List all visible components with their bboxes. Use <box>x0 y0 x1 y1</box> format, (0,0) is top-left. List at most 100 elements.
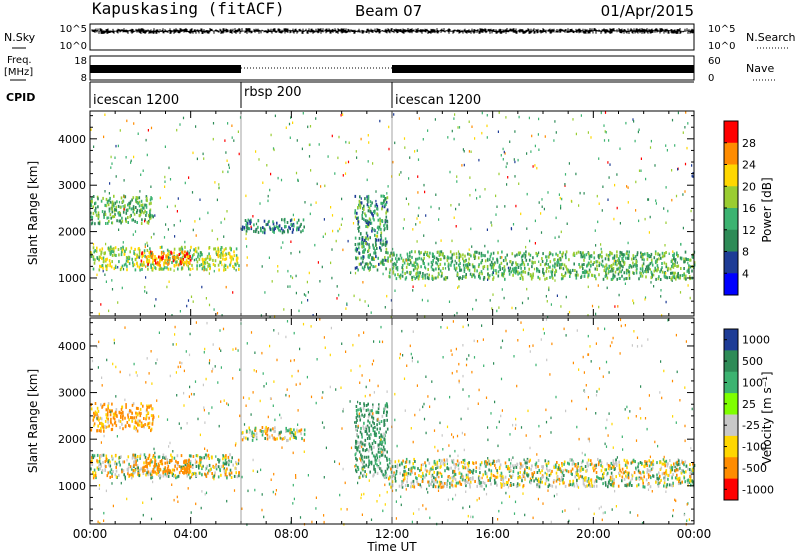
data-cell <box>141 206 144 210</box>
data-cell <box>663 481 666 485</box>
data-cell <box>361 454 363 458</box>
data-cell <box>446 485 448 488</box>
data-cell-sparse <box>506 183 508 186</box>
data-cell <box>593 469 595 473</box>
data-cell <box>283 230 286 234</box>
data-cell-sparse <box>268 256 270 259</box>
data-cell-sparse <box>202 152 204 156</box>
data-cell-sparse <box>471 125 473 128</box>
data-cell <box>107 404 109 408</box>
data-cell <box>355 257 358 261</box>
data-cell <box>446 258 449 262</box>
data-cell <box>218 460 220 464</box>
data-cell <box>441 253 444 257</box>
data-cell-sparse <box>491 224 493 227</box>
data-cell <box>374 229 376 233</box>
data-cell <box>616 250 618 254</box>
data-cell <box>188 458 190 462</box>
data-cell-sparse <box>671 169 673 172</box>
data-cell <box>381 219 383 223</box>
data-cell <box>121 264 124 268</box>
data-cell-sparse <box>679 291 682 294</box>
data-cell <box>377 238 380 242</box>
data-cell <box>369 460 371 464</box>
data-cell-sparse <box>334 172 336 175</box>
data-cell <box>367 254 370 258</box>
data-cell <box>415 257 417 261</box>
data-cell <box>109 470 111 474</box>
data-cell <box>113 417 116 421</box>
data-cell-sparse <box>403 137 406 140</box>
data-cell <box>586 468 588 472</box>
data-cell <box>596 264 598 268</box>
y-tick-label: 1000 <box>58 272 86 285</box>
data-cell <box>381 435 384 439</box>
data-cell <box>254 426 257 430</box>
data-cell <box>436 474 438 478</box>
data-cell <box>213 476 215 479</box>
data-cell <box>675 277 677 281</box>
data-cell-sparse <box>533 267 536 271</box>
data-cell <box>134 258 137 262</box>
data-cell <box>128 206 131 210</box>
data-cell <box>134 419 137 423</box>
data-cell <box>510 270 512 274</box>
data-cell <box>213 465 215 469</box>
data-cell <box>380 236 383 240</box>
data-cell-sparse <box>486 228 488 231</box>
data-cell-sparse <box>218 183 220 186</box>
data-cell <box>149 461 151 465</box>
data-cell <box>372 265 374 269</box>
data-cell <box>384 469 387 473</box>
data-cell <box>283 437 285 440</box>
data-cell <box>645 267 647 271</box>
data-cell <box>162 456 164 460</box>
data-cell <box>621 479 623 483</box>
data-cell <box>249 219 251 223</box>
data-cell <box>109 413 112 417</box>
data-cell <box>368 245 371 249</box>
data-cell <box>362 462 364 466</box>
data-cell <box>532 261 534 265</box>
data-cell-sparse <box>684 126 686 129</box>
data-cell <box>379 467 381 471</box>
data-cell-sparse <box>671 118 674 122</box>
data-cell <box>394 477 397 480</box>
data-cell <box>600 263 603 267</box>
data-cell <box>389 268 391 272</box>
data-cell <box>403 469 405 473</box>
data-cell <box>487 272 489 276</box>
data-cell <box>285 225 287 229</box>
data-cell <box>371 201 373 205</box>
data-cell <box>188 471 190 475</box>
data-cell <box>357 227 359 230</box>
data-cell <box>126 467 129 471</box>
data-cell-sparse <box>489 299 491 302</box>
data-cell <box>605 483 607 487</box>
data-cell <box>519 470 521 474</box>
data-cell <box>503 270 505 273</box>
data-cell <box>380 260 383 264</box>
data-cell <box>297 218 300 222</box>
data-cell-sparse <box>548 288 550 292</box>
data-cell <box>456 271 459 275</box>
data-cell-sparse <box>322 235 324 238</box>
data-cell <box>600 477 603 481</box>
data-cell <box>303 225 305 229</box>
data-cell <box>560 266 562 270</box>
data-cell <box>462 257 464 261</box>
data-cell <box>355 456 357 460</box>
data-cell <box>625 461 627 465</box>
data-cell <box>181 467 184 470</box>
data-cell-sparse <box>245 194 247 198</box>
data-cell <box>355 463 357 467</box>
data-cell-sparse <box>690 209 692 213</box>
data-cell-sparse <box>481 111 483 115</box>
data-cell <box>591 484 593 488</box>
data-cell <box>364 449 367 453</box>
data-cell <box>409 251 411 255</box>
data-cell <box>403 475 406 479</box>
data-cell <box>111 247 113 251</box>
data-cell-sparse <box>130 159 132 163</box>
data-cell <box>498 263 501 267</box>
